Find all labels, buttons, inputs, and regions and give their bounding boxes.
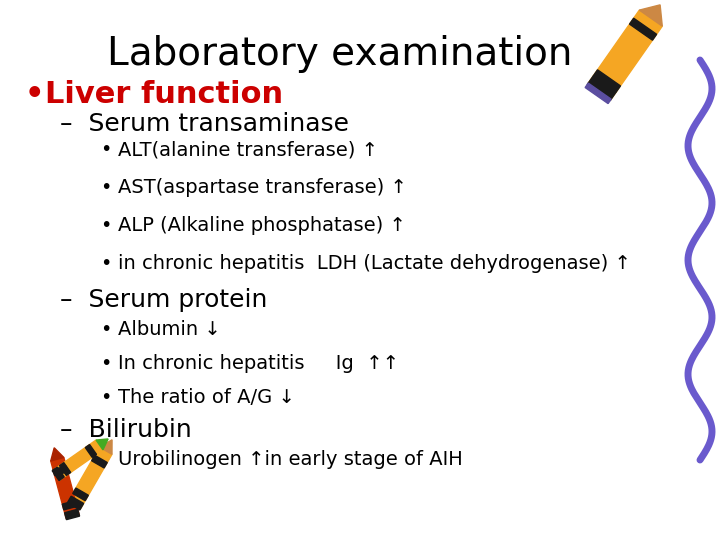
Polygon shape [68, 496, 84, 510]
Polygon shape [53, 440, 103, 480]
Polygon shape [65, 509, 80, 519]
Polygon shape [63, 501, 77, 510]
Text: The ratio of A/G ↓: The ratio of A/G ↓ [118, 388, 295, 407]
Text: in chronic hepatitis  LDH (Lactate dehydrogenase) ↑: in chronic hepatitis LDH (Lactate dehydr… [118, 254, 631, 273]
Polygon shape [91, 455, 107, 468]
Polygon shape [85, 444, 96, 457]
Text: In chronic hepatitis     Ig  ↑↑: In chronic hepatitis Ig ↑↑ [118, 354, 399, 373]
Text: AST(aspartase transferase) ↑: AST(aspartase transferase) ↑ [118, 178, 407, 197]
Polygon shape [588, 76, 616, 100]
Text: Liver function: Liver function [45, 80, 283, 109]
Text: •: • [100, 320, 112, 339]
Polygon shape [53, 466, 68, 475]
Text: Urobilinogen ↑in early stage of AIH: Urobilinogen ↑in early stage of AIH [118, 450, 463, 469]
Polygon shape [96, 439, 108, 450]
Text: ALP (Alkaline phosphatase) ↑: ALP (Alkaline phosphatase) ↑ [118, 216, 406, 235]
Text: •: • [100, 216, 112, 235]
Text: Albumin ↓: Albumin ↓ [118, 320, 221, 339]
Polygon shape [593, 70, 621, 92]
Polygon shape [639, 5, 662, 26]
Text: –  Bilirubin: – Bilirubin [60, 418, 192, 442]
Polygon shape [50, 457, 79, 518]
Text: •: • [100, 140, 112, 159]
Polygon shape [99, 440, 112, 454]
Text: •: • [100, 354, 112, 373]
Polygon shape [629, 18, 657, 40]
Text: •: • [25, 80, 45, 109]
Text: •: • [100, 254, 112, 273]
Text: •: • [100, 178, 112, 197]
Text: ALT(alanine transferase) ↑: ALT(alanine transferase) ↑ [118, 140, 378, 159]
Polygon shape [52, 467, 64, 481]
Text: Laboratory examination: Laboratory examination [107, 35, 572, 73]
Polygon shape [73, 488, 89, 501]
Text: •: • [100, 388, 112, 407]
Text: •: • [100, 450, 112, 469]
Polygon shape [585, 83, 611, 104]
Polygon shape [68, 447, 112, 509]
Text: –  Serum protein: – Serum protein [60, 288, 267, 312]
Polygon shape [588, 10, 662, 100]
Polygon shape [60, 463, 71, 475]
Polygon shape [50, 448, 64, 461]
Text: –  Serum transaminase: – Serum transaminase [60, 112, 349, 136]
